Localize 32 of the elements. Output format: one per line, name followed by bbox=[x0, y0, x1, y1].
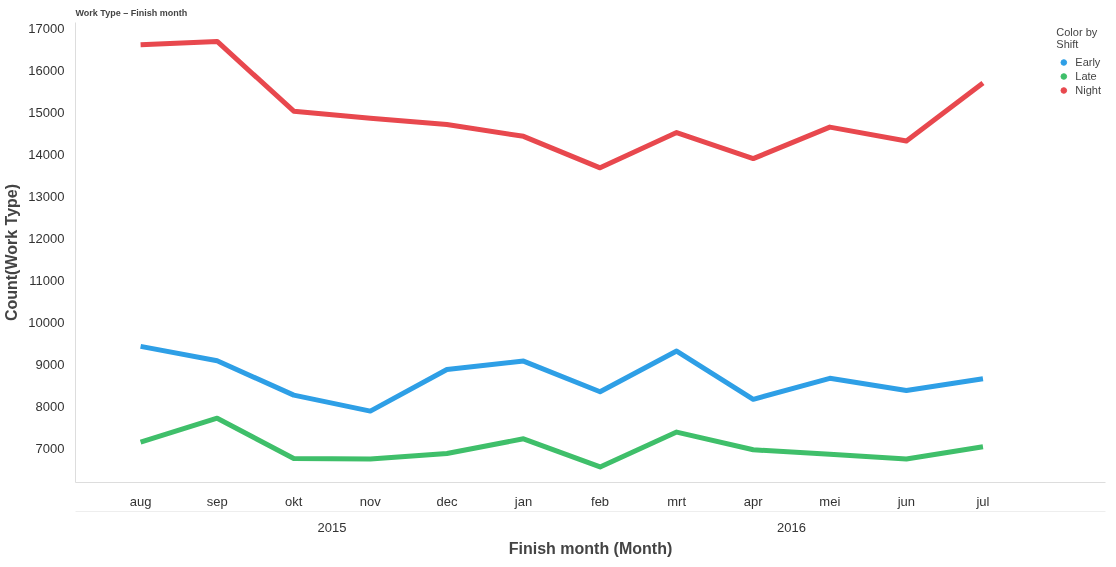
text: 2015 bbox=[317, 519, 347, 535]
y-tick-label: 14000 bbox=[28, 147, 65, 163]
x-tick-label: jul bbox=[975, 493, 990, 509]
legend-label: Night bbox=[1075, 84, 1101, 96]
y-tick-label: 15000 bbox=[28, 105, 65, 121]
y-tick-label: 16000 bbox=[28, 63, 65, 79]
x-axis-title: Finish month (Month) bbox=[508, 539, 673, 557]
x-tick-label: nov bbox=[359, 493, 382, 509]
x-tick-label: apr bbox=[743, 493, 764, 509]
y-tick-label: 10000 bbox=[28, 315, 65, 331]
y-tick-label: 13000 bbox=[28, 189, 65, 205]
y-tick-label: 11000 bbox=[29, 273, 65, 289]
legend-label: Late bbox=[1075, 70, 1097, 82]
x-tick-label: feb bbox=[591, 493, 610, 509]
y-tick-label: 9000 bbox=[35, 357, 65, 373]
y-axis-title: Count(Work Type) bbox=[3, 183, 21, 322]
x-tick-label: mei bbox=[819, 493, 841, 509]
x-tick-label: sep bbox=[206, 493, 228, 509]
y-tick-label: 17000 bbox=[28, 21, 65, 37]
x-tick-label: jan bbox=[513, 493, 533, 509]
y-tick-label: 7000 bbox=[35, 441, 65, 457]
text: 2016 bbox=[777, 519, 806, 535]
x-tick-label: aug bbox=[129, 493, 152, 509]
chart-title: Work Type – Finish month bbox=[75, 7, 188, 18]
x-tick-label: okt bbox=[285, 493, 303, 509]
x-tick-label: mrt bbox=[667, 493, 687, 509]
legend-label: Early bbox=[1075, 56, 1101, 68]
x-tick-label: jun bbox=[896, 493, 916, 509]
legend-title: Color by Shift bbox=[1056, 26, 1099, 50]
y-tick-label: 12000 bbox=[28, 231, 65, 247]
y-tick-label: 8000 bbox=[35, 399, 65, 415]
x-tick-label: dec bbox=[436, 493, 458, 509]
